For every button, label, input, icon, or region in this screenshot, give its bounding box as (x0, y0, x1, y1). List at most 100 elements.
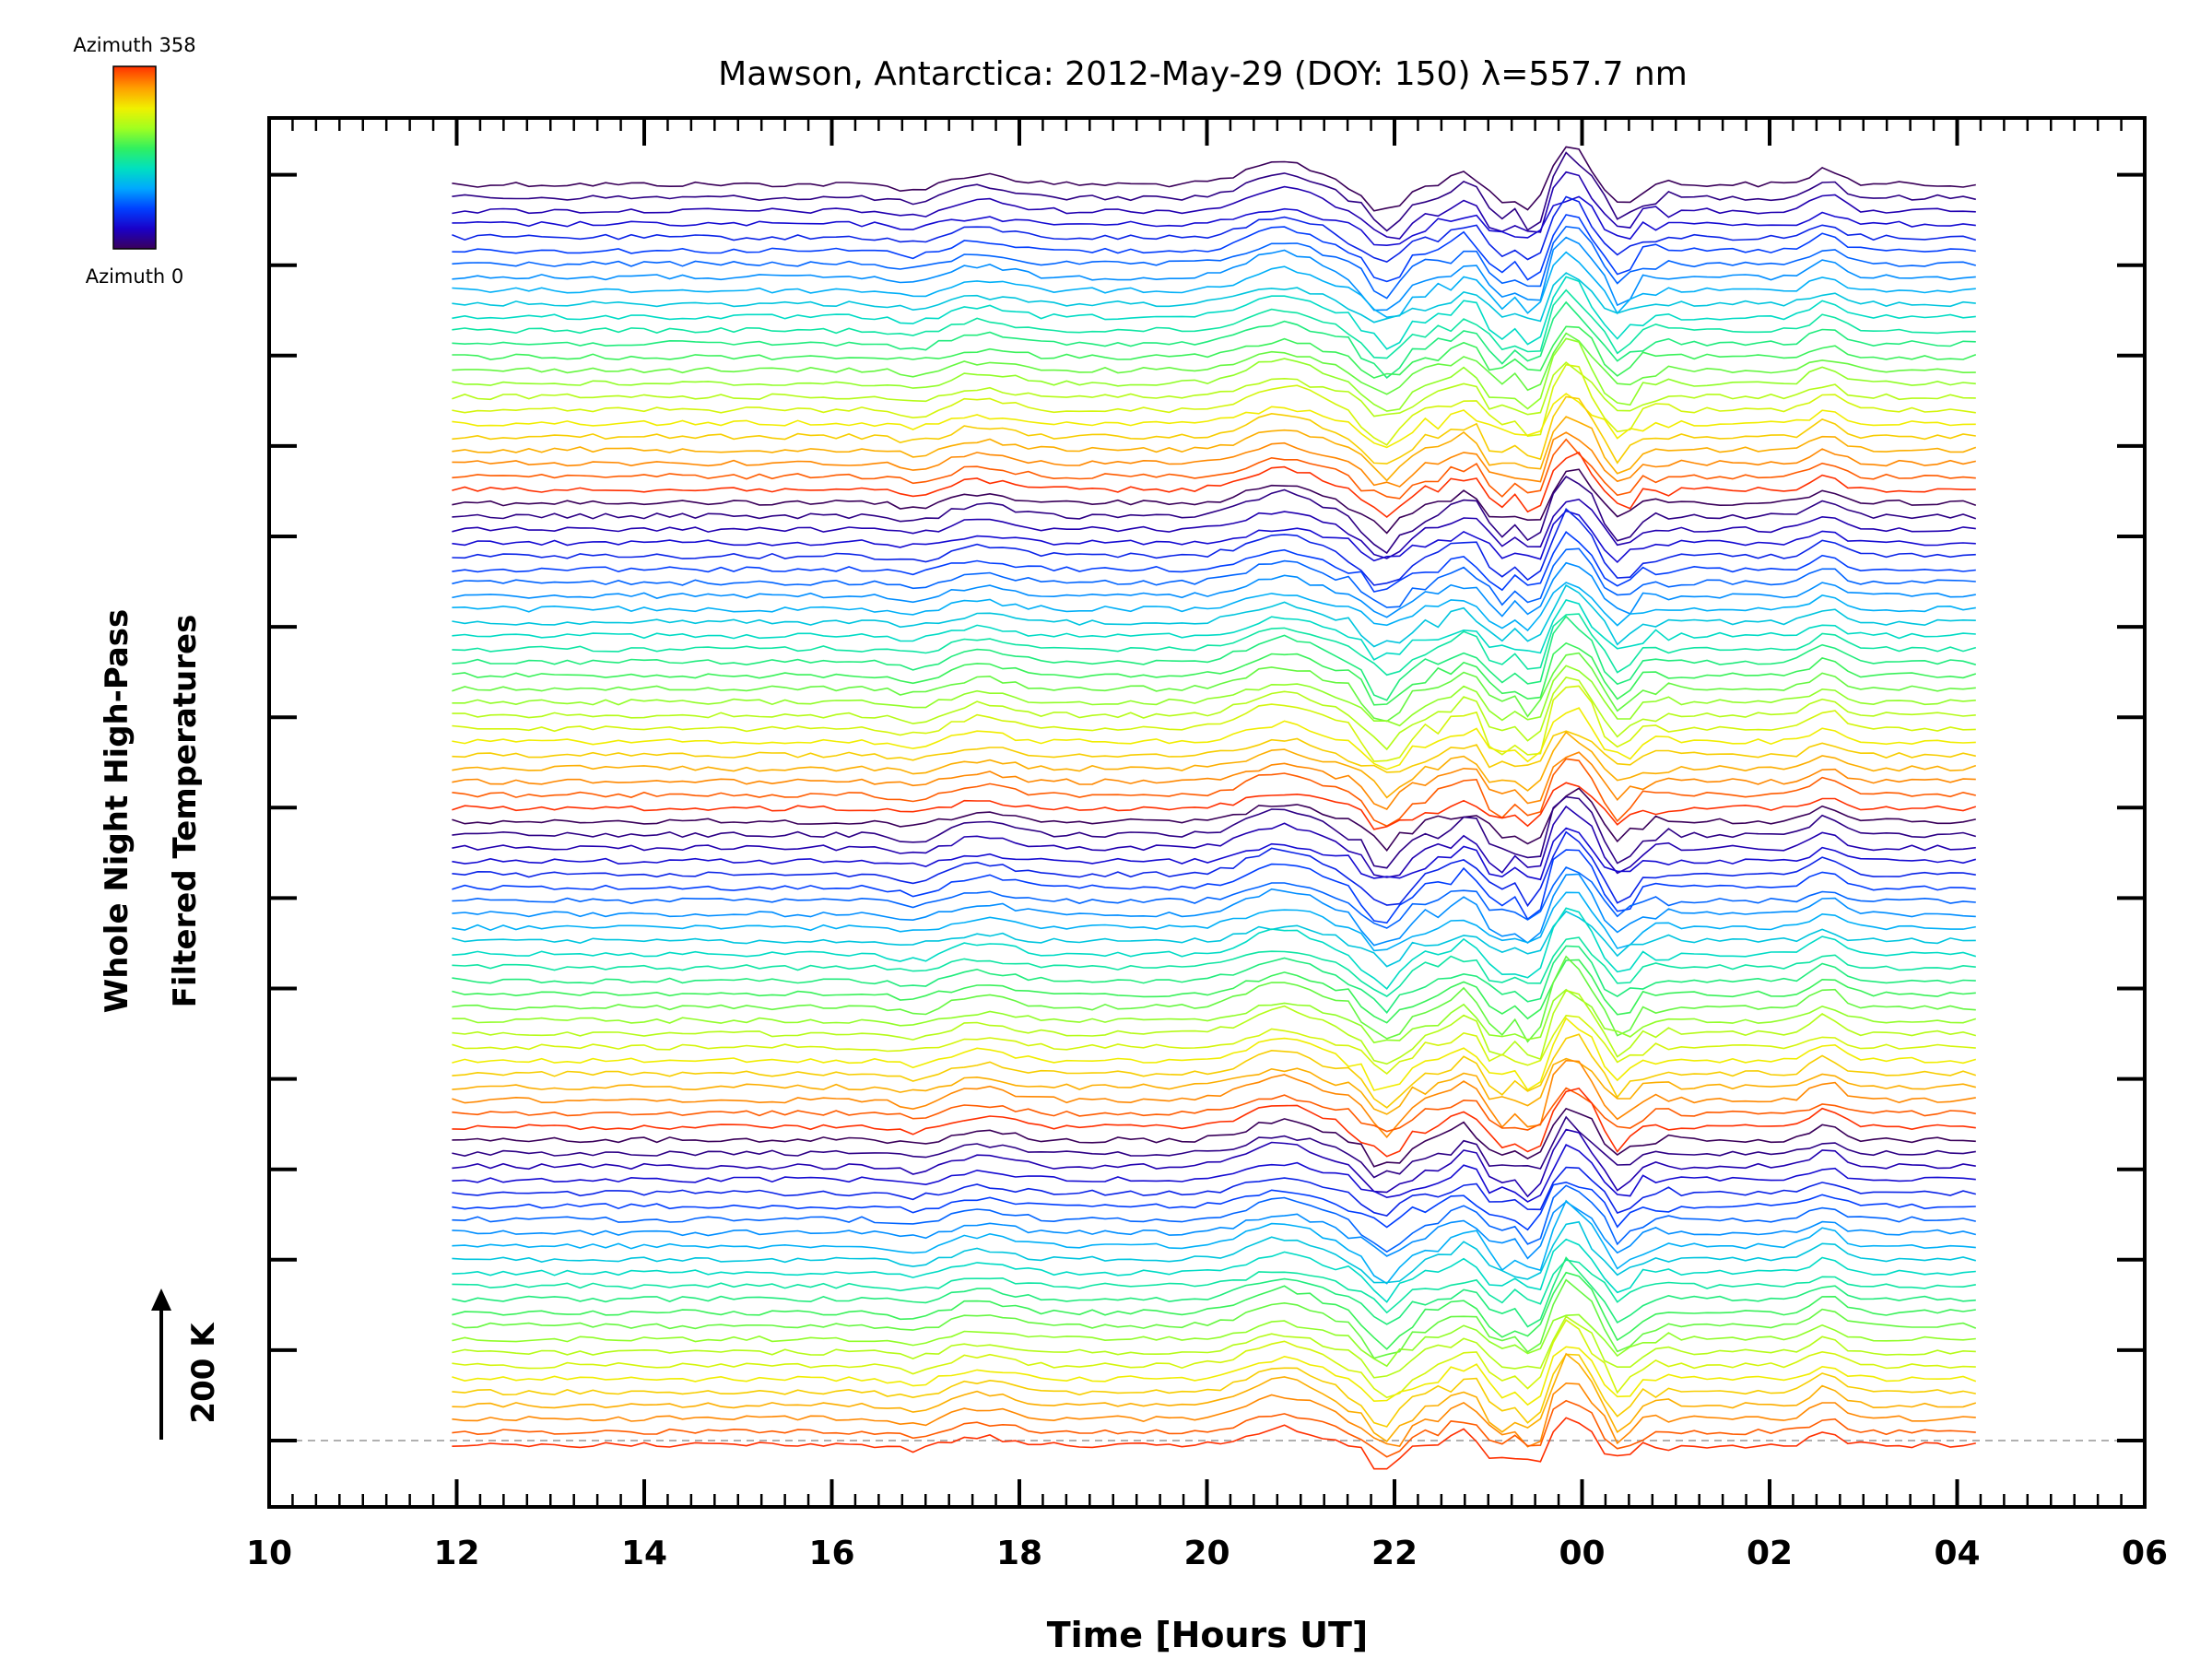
temperature-trace (452, 795, 1977, 869)
temperature-trace (452, 1017, 1977, 1091)
temperature-trace (452, 787, 1976, 852)
colorbar-top-label: Azimuth 358 (73, 34, 195, 56)
temperature-trace (452, 1059, 1976, 1139)
temperature-trace (452, 561, 1976, 618)
temperature-trace (452, 1346, 1977, 1406)
y-axis-label-line1: Whole Night High-Pass (99, 609, 135, 1014)
x-tick-label: 02 (1747, 1535, 1793, 1572)
temperature-trace (452, 361, 1976, 418)
temperature-trace (452, 599, 1976, 661)
temperature-trace (452, 1238, 1976, 1303)
temperature-trace (452, 1259, 1976, 1314)
temperature-trace (452, 582, 1976, 632)
temperature-trace (452, 195, 1976, 247)
temperature-trace (452, 236, 1976, 312)
temperature-trace (452, 1033, 1977, 1109)
temperature-trace (452, 416, 1977, 482)
temperature-trace (452, 1220, 1977, 1284)
temperature-trace (452, 936, 1976, 997)
temperature-trace (452, 395, 1976, 465)
temperature-trace (452, 945, 1976, 1014)
temperature-trace (452, 300, 1976, 379)
temperature-trace (452, 782, 1977, 830)
temperature-trace (452, 1382, 1976, 1448)
temperature-trace (452, 1115, 1976, 1179)
temperature-trace (452, 498, 1976, 559)
temperature-trace (452, 652, 1976, 723)
y-axis-label-line2: Filtered Temperatures (167, 615, 204, 1008)
temperature-trace (452, 195, 1977, 263)
x-tick-label: 16 (808, 1535, 854, 1572)
temperature-trace (452, 1199, 1976, 1285)
temperature-trace (452, 685, 1976, 762)
temperature-trace (452, 751, 1976, 810)
temperature-trace (452, 171, 1976, 240)
temperature-trace (452, 393, 1976, 449)
temperature-trace (452, 1057, 1976, 1115)
temperature-trace (452, 214, 1976, 283)
x-axis-ticks (267, 118, 2147, 1507)
x-tick-label: 22 (1371, 1535, 1418, 1572)
temperature-trace (452, 1399, 1976, 1458)
temperature-trace (452, 451, 1976, 519)
temperature-trace (452, 730, 1976, 773)
temperature-trace (452, 547, 1976, 608)
temperature-trace (452, 891, 1976, 952)
scale-bar (151, 1288, 171, 1440)
temperature-trace (452, 1015, 1976, 1076)
temperature-trace (452, 1417, 1976, 1470)
temperature-trace (452, 988, 1977, 1044)
y-axis-ticks (269, 172, 2145, 1442)
temperature-trace (452, 225, 1977, 300)
temperature-trace (452, 325, 1977, 379)
temperature-trace (452, 665, 1976, 727)
temperature-trace (452, 510, 1976, 564)
temperature-trace (452, 438, 1976, 500)
temperature-trace (452, 151, 1976, 232)
temperature-trace (452, 641, 1977, 706)
temperature-trace (452, 989, 1977, 1065)
temperature-trace (452, 531, 1976, 593)
temperature-trace (452, 1184, 1976, 1253)
temperature-trace (452, 677, 1976, 751)
temperature-trace (452, 288, 1976, 359)
temperature-trace (452, 272, 1976, 324)
x-tick-label: 12 (433, 1535, 479, 1572)
temperature-trace (452, 583, 1976, 648)
temperature-trace (452, 1315, 1976, 1379)
temperature-trace (452, 1313, 1976, 1368)
temperature-trace (452, 830, 1976, 908)
temperature-trace (452, 866, 1976, 929)
temperature-trace (452, 758, 1976, 828)
temperature-trace (452, 827, 1977, 881)
x-tick-label: 04 (1934, 1535, 1980, 1572)
trace-group (452, 146, 1977, 1470)
temperature-trace (452, 507, 1976, 586)
temperature-trace (452, 337, 1976, 412)
temperature-trace (452, 613, 1977, 677)
temperature-trace (452, 332, 1976, 395)
temperature-trace (452, 1128, 1976, 1198)
temperature-trace (452, 873, 1976, 947)
temperature-trace (452, 1352, 1977, 1442)
colorbar (112, 65, 157, 250)
temperature-trace (452, 1271, 1976, 1350)
temperature-trace (452, 1166, 1976, 1217)
temperature-trace (452, 1278, 1977, 1359)
temperature-trace (452, 431, 1976, 488)
temperature-trace (452, 955, 1976, 1043)
temperature-trace (452, 1088, 1976, 1158)
temperature-trace (452, 959, 1976, 1024)
temperature-trace (452, 468, 1977, 535)
temperature-trace (452, 1201, 1976, 1260)
temperature-trace (452, 1087, 1976, 1133)
x-tick-label: 14 (621, 1535, 667, 1572)
temperature-trace (452, 1256, 1976, 1328)
x-tick-label: 10 (246, 1535, 292, 1572)
x-axis-tick-labels: 10 12 14 16 18 20 22 00 02 04 06 (246, 1535, 2168, 1572)
temperature-trace (452, 907, 1977, 991)
temperature-trace (452, 707, 1976, 771)
temperature-trace (452, 731, 1977, 799)
temperature-trace (452, 1353, 1976, 1428)
